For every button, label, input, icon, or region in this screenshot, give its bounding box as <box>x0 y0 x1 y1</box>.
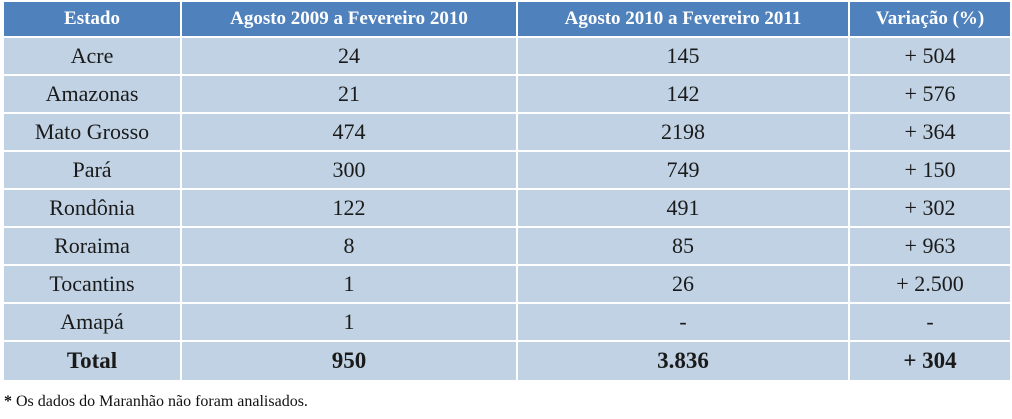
cell-variacao: + 2.500 <box>848 264 1012 304</box>
deforestation-table: Estado Agosto 2009 a Fevereiro 2010 Agos… <box>2 0 1012 382</box>
cell-value-2009-2010: 122 <box>180 188 518 228</box>
cell-value-2010-2011: - <box>516 302 850 342</box>
cell-variacao: + 150 <box>848 150 1012 190</box>
header-period-2010-2011: Agosto 2010 a Fevereiro 2011 <box>516 0 850 38</box>
cell-value-2009-2010: 300 <box>180 150 518 190</box>
cell-value-2009-2010: 474 <box>180 112 518 152</box>
header-row: Estado Agosto 2009 a Fevereiro 2010 Agos… <box>2 0 1012 38</box>
cell-value-2010-2011: 142 <box>516 74 850 114</box>
cell-estado: Amapá <box>2 302 182 342</box>
cell-estado: Amazonas <box>2 74 182 114</box>
cell-value-2009-2010: 21 <box>180 74 518 114</box>
cell-estado: Acre <box>2 36 182 76</box>
footnote: * Os dados do Maranhão não foram analisa… <box>4 393 308 411</box>
cell-estado: Roraima <box>2 226 182 266</box>
cell-estado: Rondônia <box>2 188 182 228</box>
cell-value-2010-2011: 85 <box>516 226 850 266</box>
table-row: Tocantins 1 26 + 2.500 <box>2 264 1012 304</box>
total-label: Total <box>2 340 182 382</box>
cell-value-2010-2011: 26 <box>516 264 850 304</box>
table-row: Mato Grosso 474 2198 + 364 <box>2 112 1012 152</box>
table-row: Acre 24 145 + 504 <box>2 36 1012 76</box>
header-variacao: Variação (%) <box>848 0 1012 38</box>
cell-variacao: + 963 <box>848 226 1012 266</box>
cell-variacao: - <box>848 302 1012 342</box>
cell-variacao: + 504 <box>848 36 1012 76</box>
cell-estado: Pará <box>2 150 182 190</box>
cell-value-2009-2010: 1 <box>180 302 518 342</box>
header-estado: Estado <box>2 0 182 38</box>
table-row: Pará 300 749 + 150 <box>2 150 1012 190</box>
table-row: Roraima 8 85 + 963 <box>2 226 1012 266</box>
footnote-marker: * <box>4 393 12 410</box>
cell-variacao: + 364 <box>848 112 1012 152</box>
total-value-2009-2010: 950 <box>180 340 518 382</box>
deforestation-table-container: Estado Agosto 2009 a Fevereiro 2010 Agos… <box>2 0 1012 382</box>
table-row: Amazonas 21 142 + 576 <box>2 74 1012 114</box>
cell-value-2009-2010: 8 <box>180 226 518 266</box>
table-row: Rondônia 122 491 + 302 <box>2 188 1012 228</box>
cell-value-2009-2010: 24 <box>180 36 518 76</box>
header-period-2009-2010: Agosto 2009 a Fevereiro 2010 <box>180 0 518 38</box>
total-value-2010-2011: 3.836 <box>516 340 850 382</box>
cell-value-2010-2011: 145 <box>516 36 850 76</box>
cell-estado: Mato Grosso <box>2 112 182 152</box>
footnote-text: Os dados do Maranhão não foram analisado… <box>12 393 308 410</box>
total-variacao: + 304 <box>848 340 1012 382</box>
cell-variacao: + 302 <box>848 188 1012 228</box>
cell-value-2010-2011: 749 <box>516 150 850 190</box>
total-row: Total 950 3.836 + 304 <box>2 340 1012 382</box>
cell-value-2010-2011: 2198 <box>516 112 850 152</box>
cell-value-2009-2010: 1 <box>180 264 518 304</box>
cell-value-2010-2011: 491 <box>516 188 850 228</box>
cell-estado: Tocantins <box>2 264 182 304</box>
table-row: Amapá 1 - - <box>2 302 1012 342</box>
cell-variacao: + 576 <box>848 74 1012 114</box>
